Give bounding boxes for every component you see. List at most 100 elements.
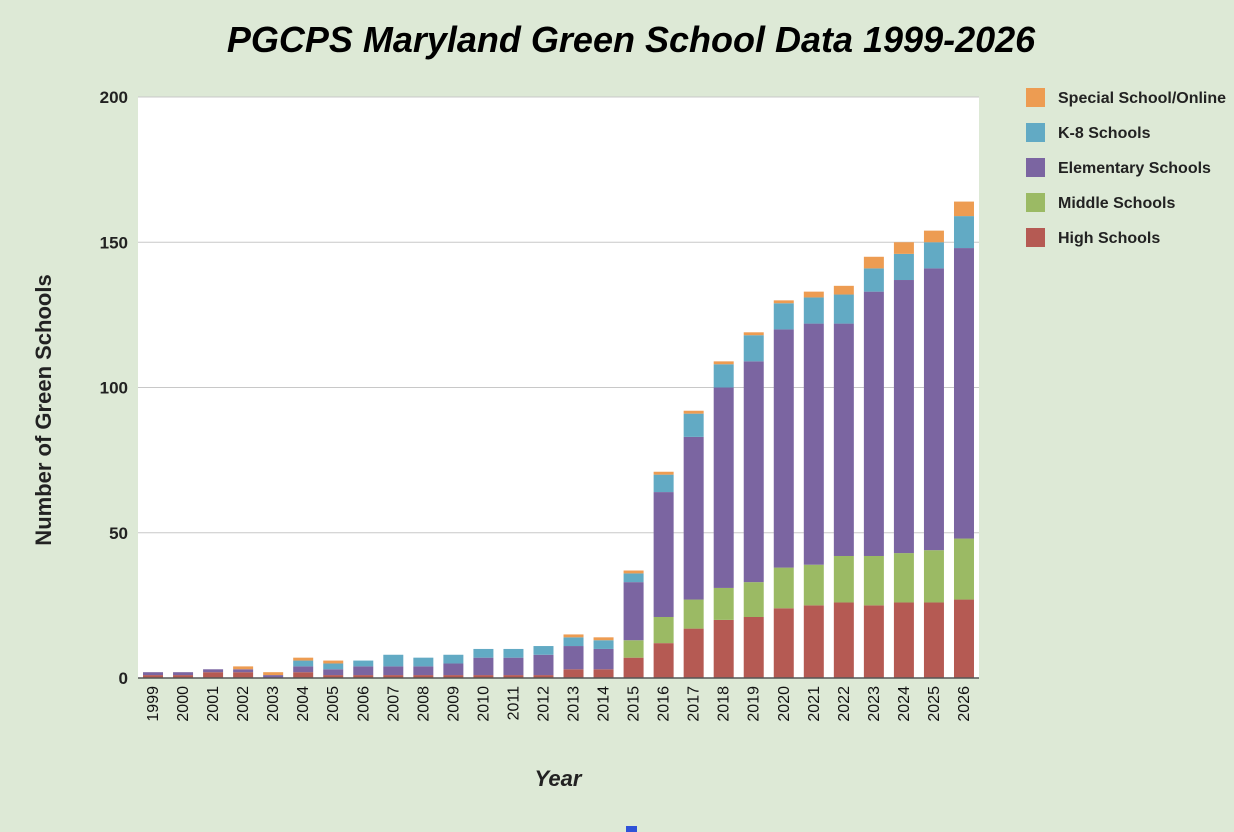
x-tick-label: 2017	[686, 686, 703, 722]
bar-segment	[713, 361, 734, 365]
bar-segment	[623, 573, 644, 583]
legend-label: Special School/Online	[1058, 90, 1226, 107]
bar-segment	[443, 675, 464, 678]
bar-segment	[863, 291, 884, 556]
bar-segment	[743, 335, 764, 362]
bar-segment	[593, 640, 614, 649]
x-tick-label: 2019	[746, 686, 763, 722]
bar-segment	[833, 555, 854, 603]
bar-segment	[203, 669, 224, 673]
bar-segment	[353, 660, 374, 667]
bar-segment	[773, 608, 794, 678]
bar-segment	[533, 646, 554, 655]
bar-segment	[293, 666, 314, 673]
bar-segment	[443, 663, 464, 676]
legend-swatch	[1026, 123, 1045, 142]
bar-segment	[353, 666, 374, 676]
bar-segment	[653, 616, 674, 644]
bar-segment	[953, 248, 974, 539]
bar-segment	[893, 242, 914, 254]
bar-segment	[803, 605, 824, 678]
bar-segment	[563, 634, 584, 638]
bar-segment	[383, 654, 404, 667]
chart-title: PGCPS Maryland Green School Data 1999-20…	[227, 19, 1036, 60]
bar-segment	[803, 323, 824, 565]
bar-segment	[803, 297, 824, 324]
bar-segment	[683, 628, 704, 678]
legend-label: High Schools	[1058, 230, 1160, 247]
bar-segment	[743, 361, 764, 583]
bar-segment	[683, 436, 704, 600]
bar-segment	[443, 654, 464, 664]
legend-label: K-8 Schools	[1058, 125, 1151, 142]
bar-segment	[713, 619, 734, 678]
bar-segment	[743, 582, 764, 617]
bar-segment	[623, 582, 644, 641]
x-tick-label: 2013	[566, 686, 583, 722]
bar-segment	[863, 605, 884, 678]
x-tick-label: 2015	[626, 686, 643, 722]
bar-segment	[623, 570, 644, 574]
x-tick-label: 2024	[896, 686, 913, 722]
x-tick-label: 2014	[596, 686, 613, 722]
bar-segment	[503, 675, 524, 678]
legend-swatch	[1026, 193, 1045, 212]
bar-segment	[533, 675, 554, 678]
bar-segment	[323, 660, 344, 664]
bar-segment	[563, 646, 584, 670]
legend-label: Middle Schools	[1058, 195, 1175, 212]
bar-segment	[893, 553, 914, 603]
x-tick-label: 2011	[505, 686, 522, 721]
bar-segment	[293, 657, 314, 661]
bar-segment	[863, 268, 884, 292]
bar-segment	[263, 672, 284, 676]
bar-segment	[563, 637, 584, 647]
bar-segment	[143, 672, 164, 676]
bar-segment	[323, 669, 344, 676]
bar-segment	[623, 640, 644, 658]
bar-segment	[893, 280, 914, 554]
x-tick-label: 2026	[956, 686, 973, 722]
bar-segment	[293, 660, 314, 667]
y-tick-labels: 0 50 100 150 200	[100, 88, 128, 688]
x-tick-label: 2020	[776, 686, 793, 722]
bar-segment	[713, 587, 734, 620]
bar-segment	[173, 675, 194, 678]
bar-segment	[323, 675, 344, 678]
bar-segment	[833, 602, 854, 678]
x-tick-label: 2016	[656, 686, 673, 722]
bar-segment	[953, 538, 974, 600]
x-tick-label: 2008	[415, 686, 432, 722]
bar-segment	[773, 303, 794, 330]
x-tick-label: 2000	[175, 686, 192, 722]
x-tick-label: 2021	[806, 686, 823, 722]
bar-segment	[563, 669, 584, 678]
bar-segment	[413, 666, 434, 676]
bar-segment	[623, 657, 644, 678]
x-tick-label: 2025	[926, 686, 943, 722]
bar-segment	[473, 657, 494, 676]
bar-segment	[233, 669, 254, 673]
bar-segment	[293, 672, 314, 678]
x-tick-label: 2022	[836, 686, 853, 722]
y-tick-label: 100	[100, 379, 128, 398]
bar-segment	[323, 663, 344, 670]
legend-swatch	[1026, 158, 1045, 177]
bar-segment	[713, 387, 734, 588]
bar-segment	[863, 256, 884, 269]
bar-segment	[653, 643, 674, 678]
x-tick-label: 2005	[325, 686, 342, 722]
x-tick-label: 2023	[866, 686, 883, 722]
bars	[138, 201, 979, 679]
x-tick-label: 2010	[475, 686, 492, 722]
bar-segment	[923, 268, 944, 551]
bar-segment	[503, 657, 524, 676]
bar-segment	[683, 413, 704, 437]
bar-segment	[353, 675, 374, 678]
bar-segment	[803, 564, 824, 606]
bar-segment	[503, 648, 524, 658]
x-tick-label: 2007	[385, 686, 402, 722]
legend: Special School/Online K-8 Schools Elementa…	[1026, 88, 1226, 247]
bar-segment	[203, 672, 224, 678]
legend-label: Elementary Schools	[1058, 160, 1211, 177]
